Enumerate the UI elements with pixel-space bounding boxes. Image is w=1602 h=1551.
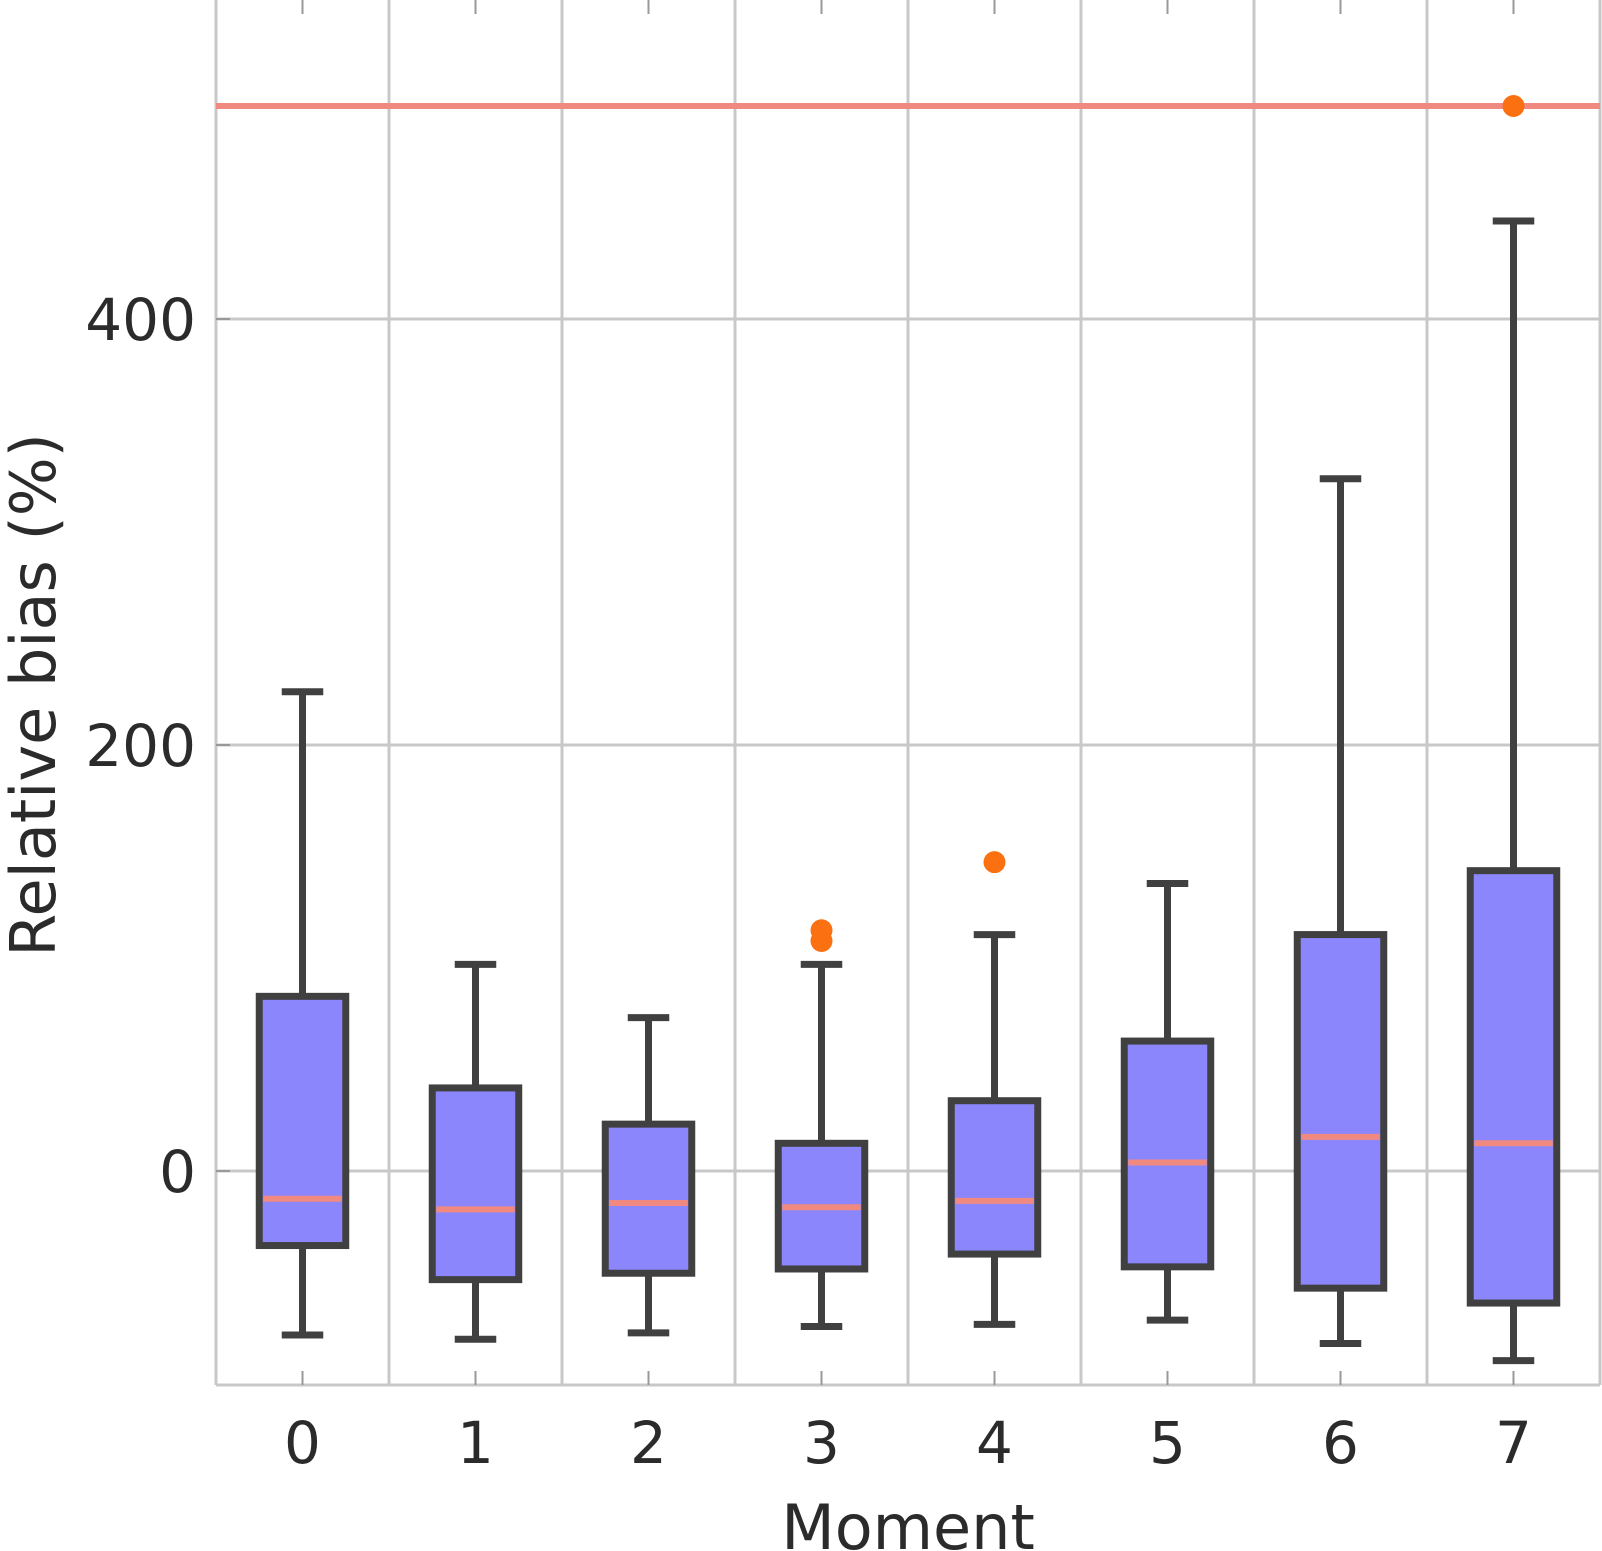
box xyxy=(428,1084,523,1284)
box xyxy=(255,992,350,1250)
box xyxy=(947,1097,1042,1258)
y-tick-label: 0 xyxy=(159,1138,196,1206)
x-tick-label: 2 xyxy=(630,1409,667,1477)
box-group-3 xyxy=(774,919,869,1330)
box-group-7 xyxy=(1466,95,1561,1365)
box-group-1 xyxy=(428,960,523,1343)
y-tick-label: 400 xyxy=(85,286,196,354)
box xyxy=(1293,931,1388,1292)
x-tick-label: 7 xyxy=(1495,1409,1532,1477)
outlier-point xyxy=(1502,95,1525,117)
x-tick-label: 5 xyxy=(1149,1409,1186,1477)
boxes xyxy=(255,95,1561,1365)
y-tick-label: 200 xyxy=(85,712,196,780)
tick-labels: 0 1 2 3 4 5 6 7 0 200 400 xyxy=(85,286,1532,1477)
x-axis-title: Moment xyxy=(781,1491,1035,1551)
x-tick-label: 6 xyxy=(1322,1409,1359,1477)
box-group-4 xyxy=(947,851,1042,1328)
x-tick-label: 1 xyxy=(457,1409,494,1477)
x-tick-label: 0 xyxy=(284,1409,321,1477)
box xyxy=(1120,1037,1215,1271)
grid xyxy=(214,0,1602,1387)
box-group-0 xyxy=(255,688,350,1339)
outlier-point xyxy=(983,851,1006,874)
y-axis-title: Relative bias (%) xyxy=(0,433,70,957)
box-group-5 xyxy=(1120,879,1215,1324)
box-group-6 xyxy=(1293,475,1388,1348)
x-tick-label: 3 xyxy=(803,1409,840,1477)
outlier-point xyxy=(810,919,833,942)
x-tick-label: 4 xyxy=(976,1409,1013,1477)
box xyxy=(601,1120,696,1277)
box xyxy=(1466,867,1561,1307)
box-group-2 xyxy=(601,1014,696,1337)
